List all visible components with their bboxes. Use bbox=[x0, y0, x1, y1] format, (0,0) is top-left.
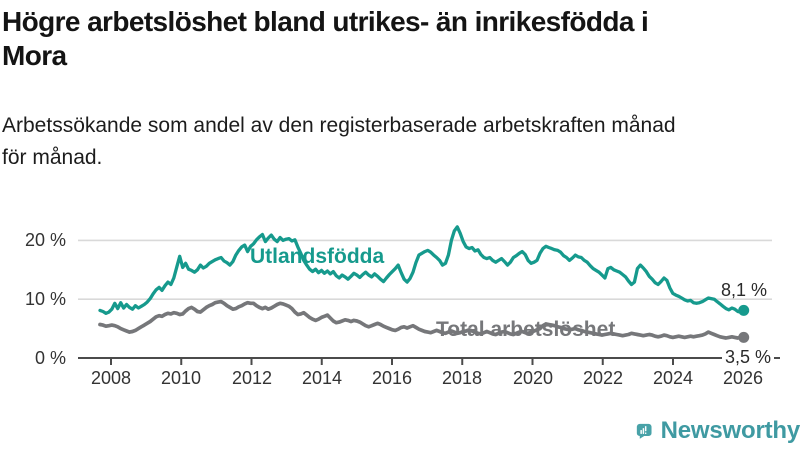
series-line-1 bbox=[98, 299, 746, 340]
x-axis-label-2012: 2012 bbox=[231, 368, 273, 388]
x-axis-label-2020: 2020 bbox=[512, 368, 554, 388]
x-axis-label-2008: 2008 bbox=[90, 368, 132, 388]
title-line-2: Mora bbox=[2, 40, 67, 71]
x-axis-label-2010: 2010 bbox=[160, 368, 202, 388]
page-subtitle: Arbetssökande som andel av den registerb… bbox=[2, 110, 798, 174]
x-axis-label-2026: 2026 bbox=[722, 368, 764, 388]
series-end-dot-1 bbox=[738, 331, 750, 343]
x-axis-label-2016: 2016 bbox=[371, 368, 413, 388]
y-axis-label-10: 10 % bbox=[24, 289, 66, 309]
series-end-dot-0 bbox=[738, 304, 750, 316]
x-axis-label-2024: 2024 bbox=[652, 368, 694, 388]
x-axis-label-2022: 2022 bbox=[582, 368, 624, 388]
subtitle-line-2: för månad. bbox=[2, 146, 103, 169]
x-axis-label-2014: 2014 bbox=[301, 368, 343, 388]
end-value-label-utlandsfodda: 8,1 % bbox=[721, 280, 768, 300]
newsworthy-logo-text: Newsworthy bbox=[660, 417, 800, 444]
title-line-1: Högre arbetslöshet bland utrikes- än inr… bbox=[2, 6, 649, 37]
y-axis-label-20: 20 % bbox=[24, 230, 66, 250]
newsworthy-logo-icon bbox=[636, 423, 652, 439]
series-label-total-arbetsloshet: Total arbetslöshet bbox=[436, 318, 616, 341]
page-title: Högre arbetslöshet bland utrikes- än inr… bbox=[2, 5, 798, 73]
end-value-label-total: 3,5 % bbox=[722, 348, 775, 367]
y-axis-label-0: 0 % bbox=[34, 348, 66, 368]
series-line-0 bbox=[98, 225, 746, 315]
newsworthy-branding[interactable]: Newsworthy bbox=[636, 412, 800, 450]
series-label-utlandsfodda: Utlandsfödda bbox=[250, 245, 385, 268]
x-axis-label-2018: 2018 bbox=[441, 368, 483, 388]
subtitle-line-1: Arbetssökande som andel av den registerb… bbox=[2, 114, 676, 137]
